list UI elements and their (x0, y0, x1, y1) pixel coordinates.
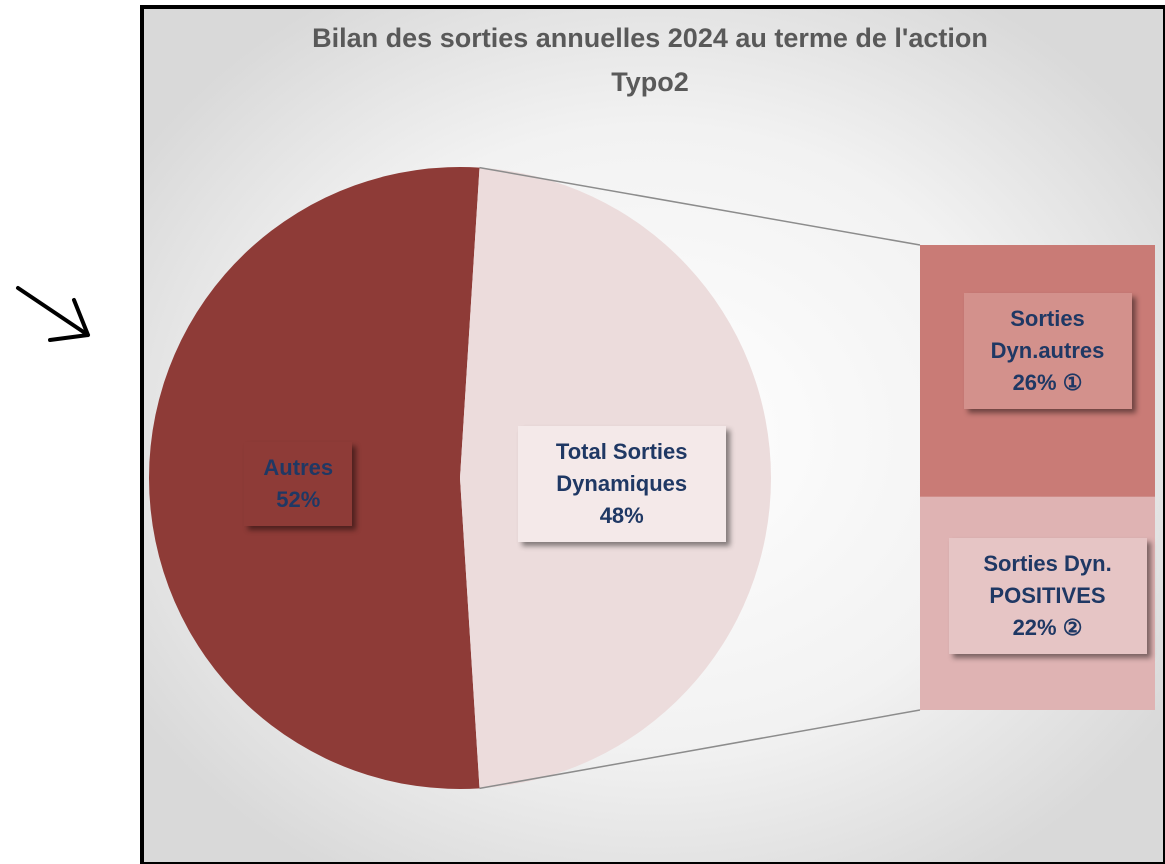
label-name: Sorties Dyn.autres (990, 305, 1105, 363)
label-value: 48% (599, 503, 644, 528)
arrow (16, 286, 90, 342)
data-label: Autres 52% (244, 442, 353, 526)
label-name: Autres (263, 455, 334, 480)
label-value: 26% ① (1012, 369, 1083, 395)
connector (479, 709, 921, 790)
label-value: 22% ② (1012, 615, 1083, 641)
data-label: Sorties Dyn.autres 26% ① (963, 292, 1132, 409)
label-name: Sorties Dyn. POSITIVES (983, 551, 1112, 609)
label-name: Total Sorties Dynamiques (555, 439, 688, 496)
data-label: Total Sorties Dynamiques 48% (517, 426, 726, 542)
label-value: 52% (276, 487, 321, 512)
data-label: Sorties Dyn. POSITIVES 22% ② (948, 538, 1147, 655)
chart-title: Bilan des sorties annuelles 2024 au term… (312, 23, 988, 97)
connector (479, 166, 921, 246)
